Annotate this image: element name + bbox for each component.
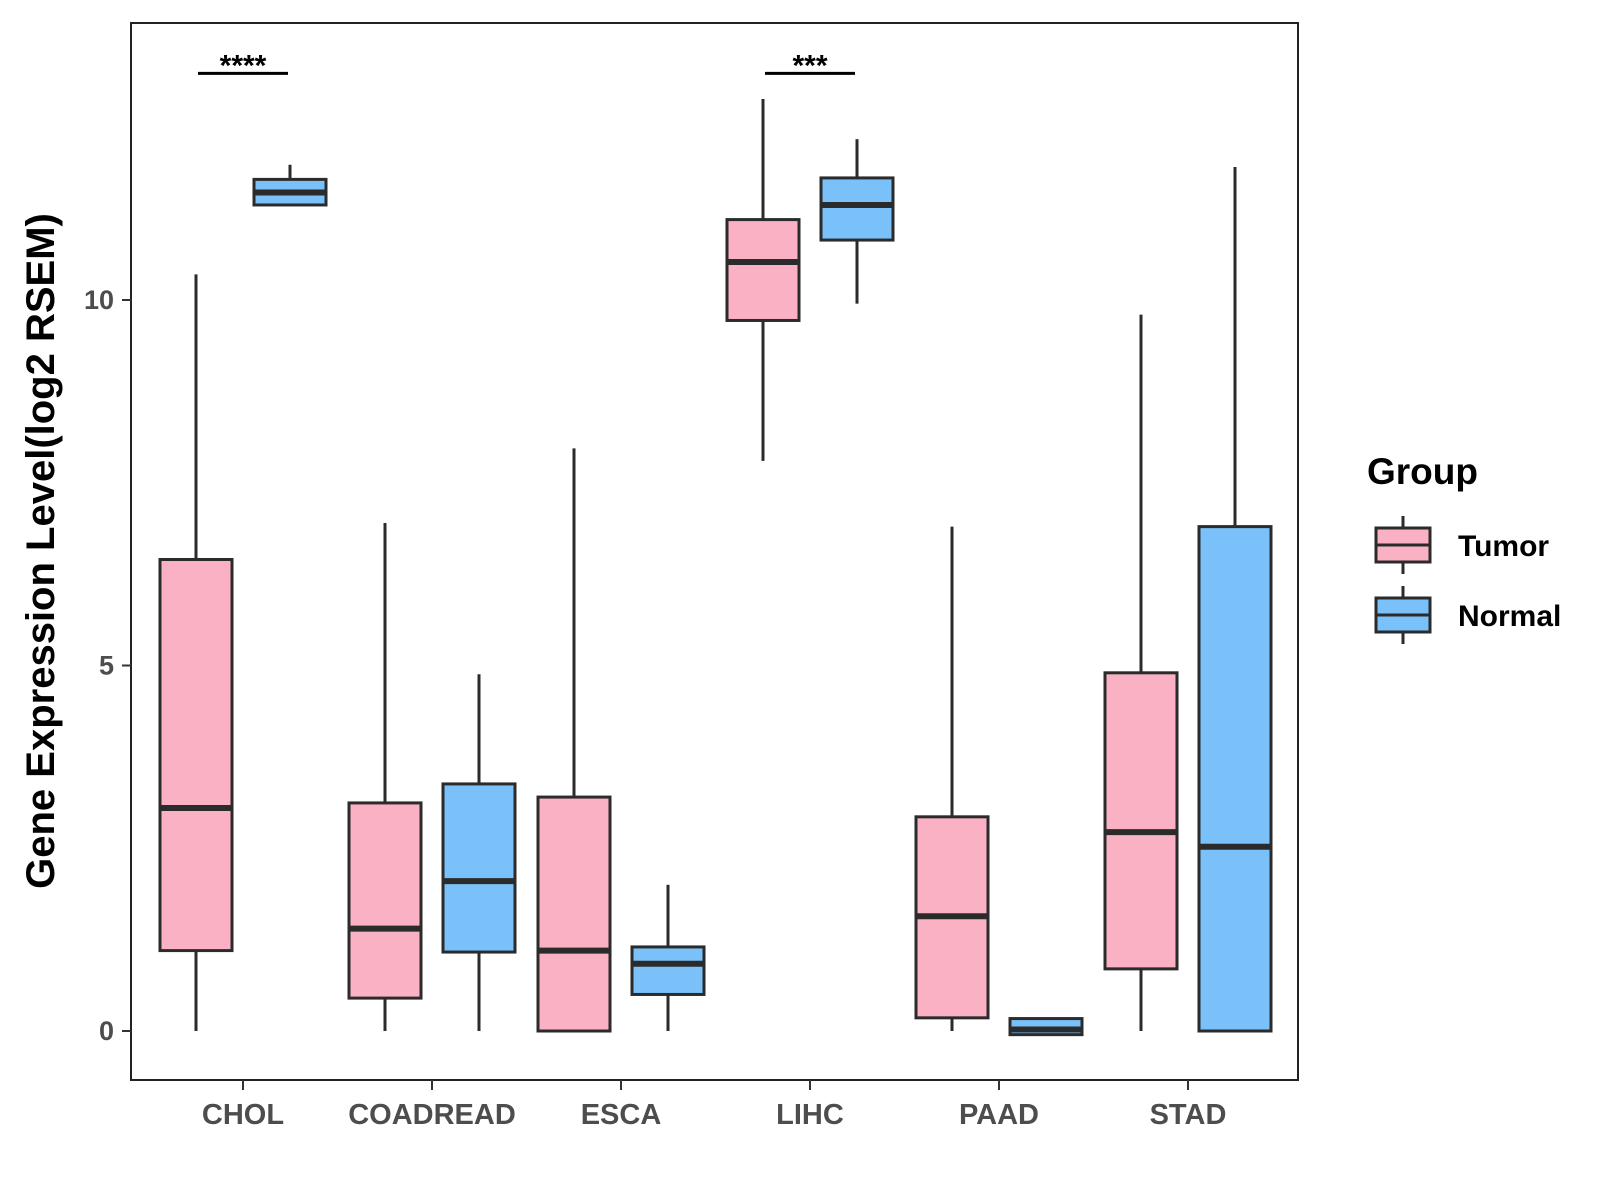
boxes-layer [158, 98, 1273, 1037]
x-tick-label: ESCA [581, 1099, 662, 1131]
box-normal-paad [1008, 1017, 1084, 1037]
legend-key-tumor: Tumor [1374, 516, 1549, 574]
box-tumor-lihc [725, 98, 801, 461]
box-tumor-paad [914, 526, 990, 1031]
x-tick-label: PAAD [959, 1099, 1039, 1131]
box-normal-chol [252, 164, 328, 207]
annotations-layer: **** *** [198, 49, 855, 82]
x-tick-label: CHOL [202, 1099, 284, 1131]
plot-panel-border [130, 22, 1299, 1081]
box-tumor-coadread [347, 522, 423, 1031]
significance-label: **** [220, 49, 267, 82]
legend: Group Tumor Normal [1367, 451, 1561, 644]
y-tick-label: 0 [99, 1016, 114, 1046]
y-tick-label: 10 [84, 285, 114, 315]
box-body [347, 801, 423, 1000]
box-tumor-chol [158, 274, 234, 1031]
legend-key-normal: Normal [1374, 586, 1561, 644]
x-tick-label: COADREAD [348, 1099, 516, 1131]
box-normal-stad [1197, 166, 1273, 1033]
box-normal-coadread [441, 674, 517, 1031]
legend-label: Normal [1458, 600, 1561, 633]
legend-label: Tumor [1458, 530, 1549, 563]
legend-entries: Tumor Normal [1374, 516, 1561, 644]
box-body [1103, 671, 1179, 971]
significance-label: *** [792, 49, 827, 82]
box-body [536, 795, 612, 1033]
box-tumor-esca [536, 448, 612, 1033]
legend-title: Group [1367, 451, 1478, 492]
box-body [819, 176, 895, 242]
axes-layer: 0 5 10 CHOL COADREAD ESCA LIHC PAAD STAD [84, 285, 1226, 1131]
box-body [158, 558, 234, 953]
y-axis-label: Gene Expression Level(log2 RSEM) [19, 213, 63, 889]
box-normal-lihc [819, 139, 895, 304]
y-tick-label: 5 [99, 651, 114, 681]
box-tumor-stad [1103, 314, 1179, 1031]
x-tick-label: STAD [1150, 1099, 1227, 1131]
x-tick-label: LIHC [776, 1099, 844, 1131]
box-body [1197, 525, 1273, 1033]
box-body [630, 945, 706, 996]
box-body [725, 218, 801, 322]
box-normal-esca [630, 884, 706, 1031]
box-body [441, 782, 517, 954]
